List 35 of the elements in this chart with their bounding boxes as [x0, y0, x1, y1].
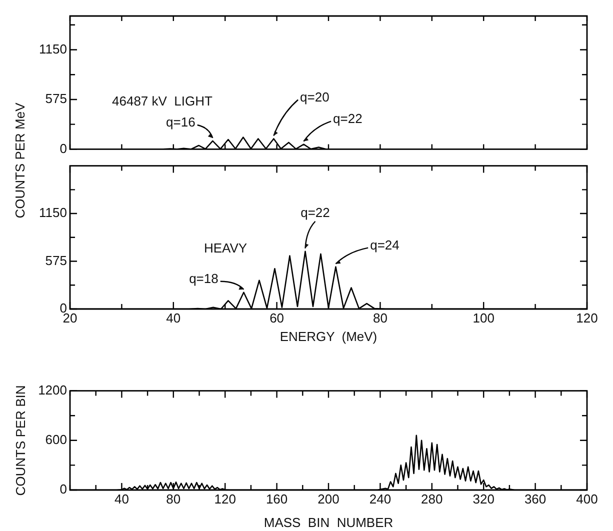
y-axis-title: COUNTS PER MeV: [12, 102, 28, 218]
y-tick-label: 575: [45, 91, 67, 106]
x-tick-label: 100: [472, 310, 494, 326]
x-tick-label: 60: [270, 310, 284, 326]
x-tick-label: 320: [472, 491, 494, 506]
annotation: q=24: [370, 237, 400, 252]
x-axis-title: MASS BIN NUMBER: [264, 514, 394, 530]
x-tick-label: 40: [114, 491, 129, 506]
y-tick-label: 1200: [38, 382, 67, 398]
x-tick-label: 240: [369, 491, 392, 506]
annotation: q=22: [333, 110, 362, 126]
x-tick-label: 160: [266, 491, 288, 506]
annotation: q=20: [300, 89, 330, 104]
x-tick-label: 80: [372, 310, 388, 326]
y-tick-label: 0: [60, 140, 67, 156]
x-tick-label: 80: [166, 491, 181, 506]
y-tick-label: 0: [60, 482, 67, 497]
x-tick-label: 40: [166, 310, 181, 326]
x-axis-title: ENERGY (MeV): [280, 328, 378, 344]
x-tick-label: 360: [524, 491, 546, 506]
annotation: q=18: [189, 270, 218, 286]
annotation: q=22: [300, 204, 330, 220]
y-tick-label: 1150: [39, 41, 67, 56]
y-tick-label: 600: [45, 432, 67, 447]
y-tick-label: 1150: [39, 205, 67, 220]
y-tick-label: 575: [45, 252, 67, 268]
x-tick-label: 280: [421, 491, 443, 506]
x-tick-label: 200: [318, 491, 340, 506]
annotation: 46487 kV LIGHT: [112, 94, 212, 109]
x-tick-label: 400: [576, 491, 598, 506]
y-axis-title: COUNTS PER BIN: [12, 384, 28, 496]
annotation: q=16: [166, 114, 196, 130]
annotation: HEAVY: [204, 240, 248, 256]
x-tick-label: 120: [214, 491, 236, 506]
x-tick-label: 120: [576, 310, 598, 326]
